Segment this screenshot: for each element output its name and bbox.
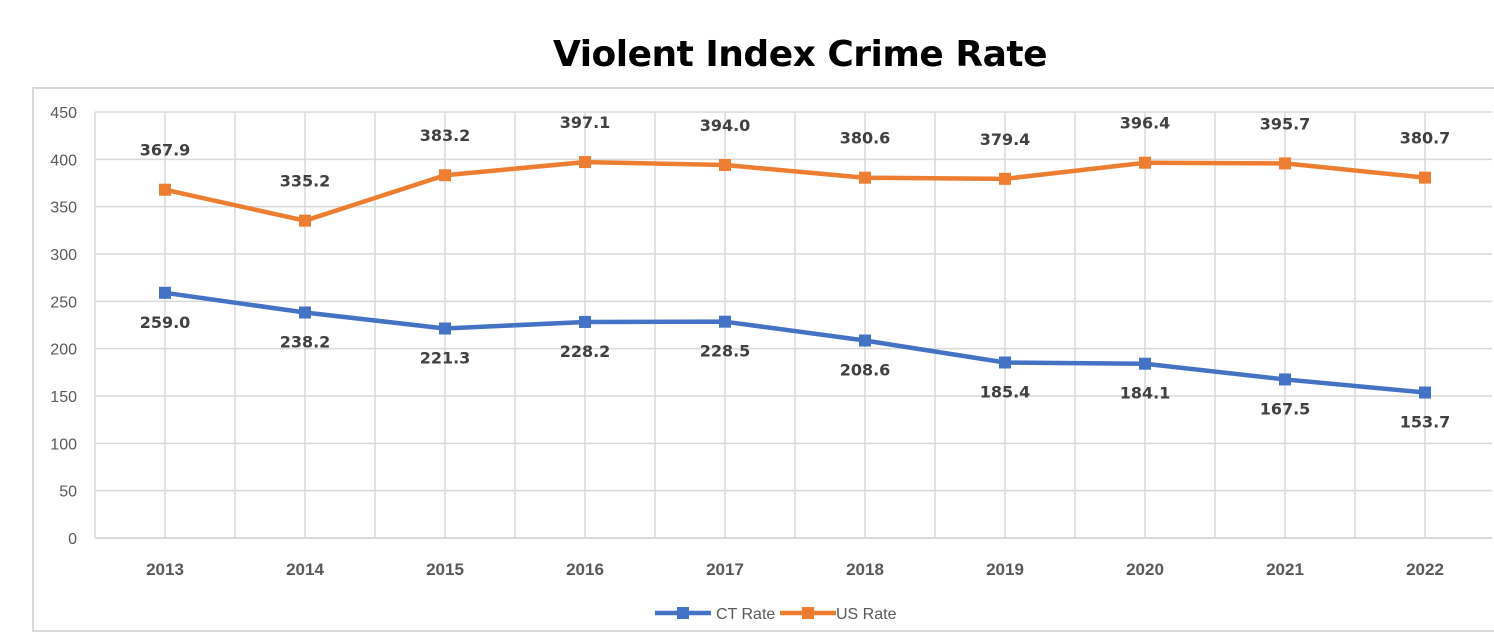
x-tick-label: 2021 (1266, 560, 1304, 579)
data-label: 380.6 (840, 129, 891, 148)
data-label: 335.2 (280, 172, 331, 191)
legend-marker-icon (677, 607, 689, 619)
y-tick-label: 250 (50, 294, 77, 311)
data-point-marker (1279, 373, 1291, 386)
data-label: 184.1 (1120, 384, 1171, 403)
data-point-marker (999, 356, 1011, 369)
data-label: 367.9 (140, 141, 191, 160)
data-point-marker (719, 315, 731, 328)
data-label: 396.4 (1120, 114, 1171, 133)
x-tick-label: 2020 (1126, 560, 1164, 579)
data-label: 185.4 (980, 382, 1031, 401)
data-label: 228.2 (560, 342, 611, 361)
data-label: 238.2 (280, 333, 331, 352)
data-label: 228.5 (700, 342, 751, 361)
x-tick-label: 2019 (986, 560, 1024, 579)
x-tick-label: 2017 (706, 560, 744, 579)
y-tick-label: 150 (50, 389, 77, 406)
data-point-marker (579, 156, 591, 169)
data-label: 259.0 (140, 313, 191, 332)
data-label: 379.4 (980, 130, 1031, 149)
data-point-marker (439, 169, 451, 182)
y-tick-label: 350 (50, 200, 77, 217)
legend-label: CT Rate (716, 606, 775, 623)
x-tick-label: 2015 (426, 560, 464, 579)
data-label: 153.7 (1400, 412, 1451, 431)
data-point-marker (579, 315, 591, 328)
data-point-marker (299, 214, 311, 227)
data-point-marker (719, 159, 731, 172)
legend-label: US Rate (836, 606, 897, 623)
series-line-us-rate (164, 159, 1426, 223)
chart-title: Violent Index Crime Rate (552, 34, 1048, 75)
data-label: 383.2 (420, 126, 471, 145)
data-point-marker (439, 322, 451, 335)
y-tick-label: 400 (50, 152, 77, 169)
data-point-marker (159, 183, 171, 196)
data-label: 397.1 (560, 113, 611, 132)
data-point-marker (1419, 386, 1431, 399)
data-label: 380.7 (1400, 129, 1451, 148)
data-label: 167.5 (1260, 399, 1311, 418)
y-tick-label: 50 (59, 484, 77, 501)
data-point-marker (159, 286, 171, 299)
data-point-marker (1419, 171, 1431, 184)
legend-marker-icon (802, 607, 814, 619)
x-tick-label: 2013 (146, 560, 184, 579)
y-tick-label: 300 (50, 247, 77, 264)
data-label: 208.6 (840, 361, 891, 380)
data-point-marker (299, 306, 311, 319)
data-label: 394.0 (700, 116, 751, 135)
y-tick-label: 450 (50, 105, 77, 122)
data-point-marker (1279, 157, 1291, 170)
x-tick-label: 2018 (846, 560, 884, 579)
y-tick-label: 100 (50, 436, 77, 453)
y-tick-label: 200 (50, 342, 77, 359)
x-tick-label: 2016 (566, 560, 604, 579)
x-tick-label: 2022 (1406, 560, 1444, 579)
x-tick-label: 2014 (286, 560, 324, 579)
data-point-marker (999, 172, 1011, 185)
data-label: 221.3 (420, 349, 471, 368)
series-line-ct-rate (164, 290, 1426, 395)
data-point-marker (859, 334, 871, 347)
data-point-marker (1139, 156, 1151, 169)
data-label: 395.7 (1260, 114, 1311, 133)
data-point-marker (859, 171, 871, 184)
data-point-marker (1139, 357, 1151, 370)
y-tick-label: 0 (68, 531, 77, 548)
